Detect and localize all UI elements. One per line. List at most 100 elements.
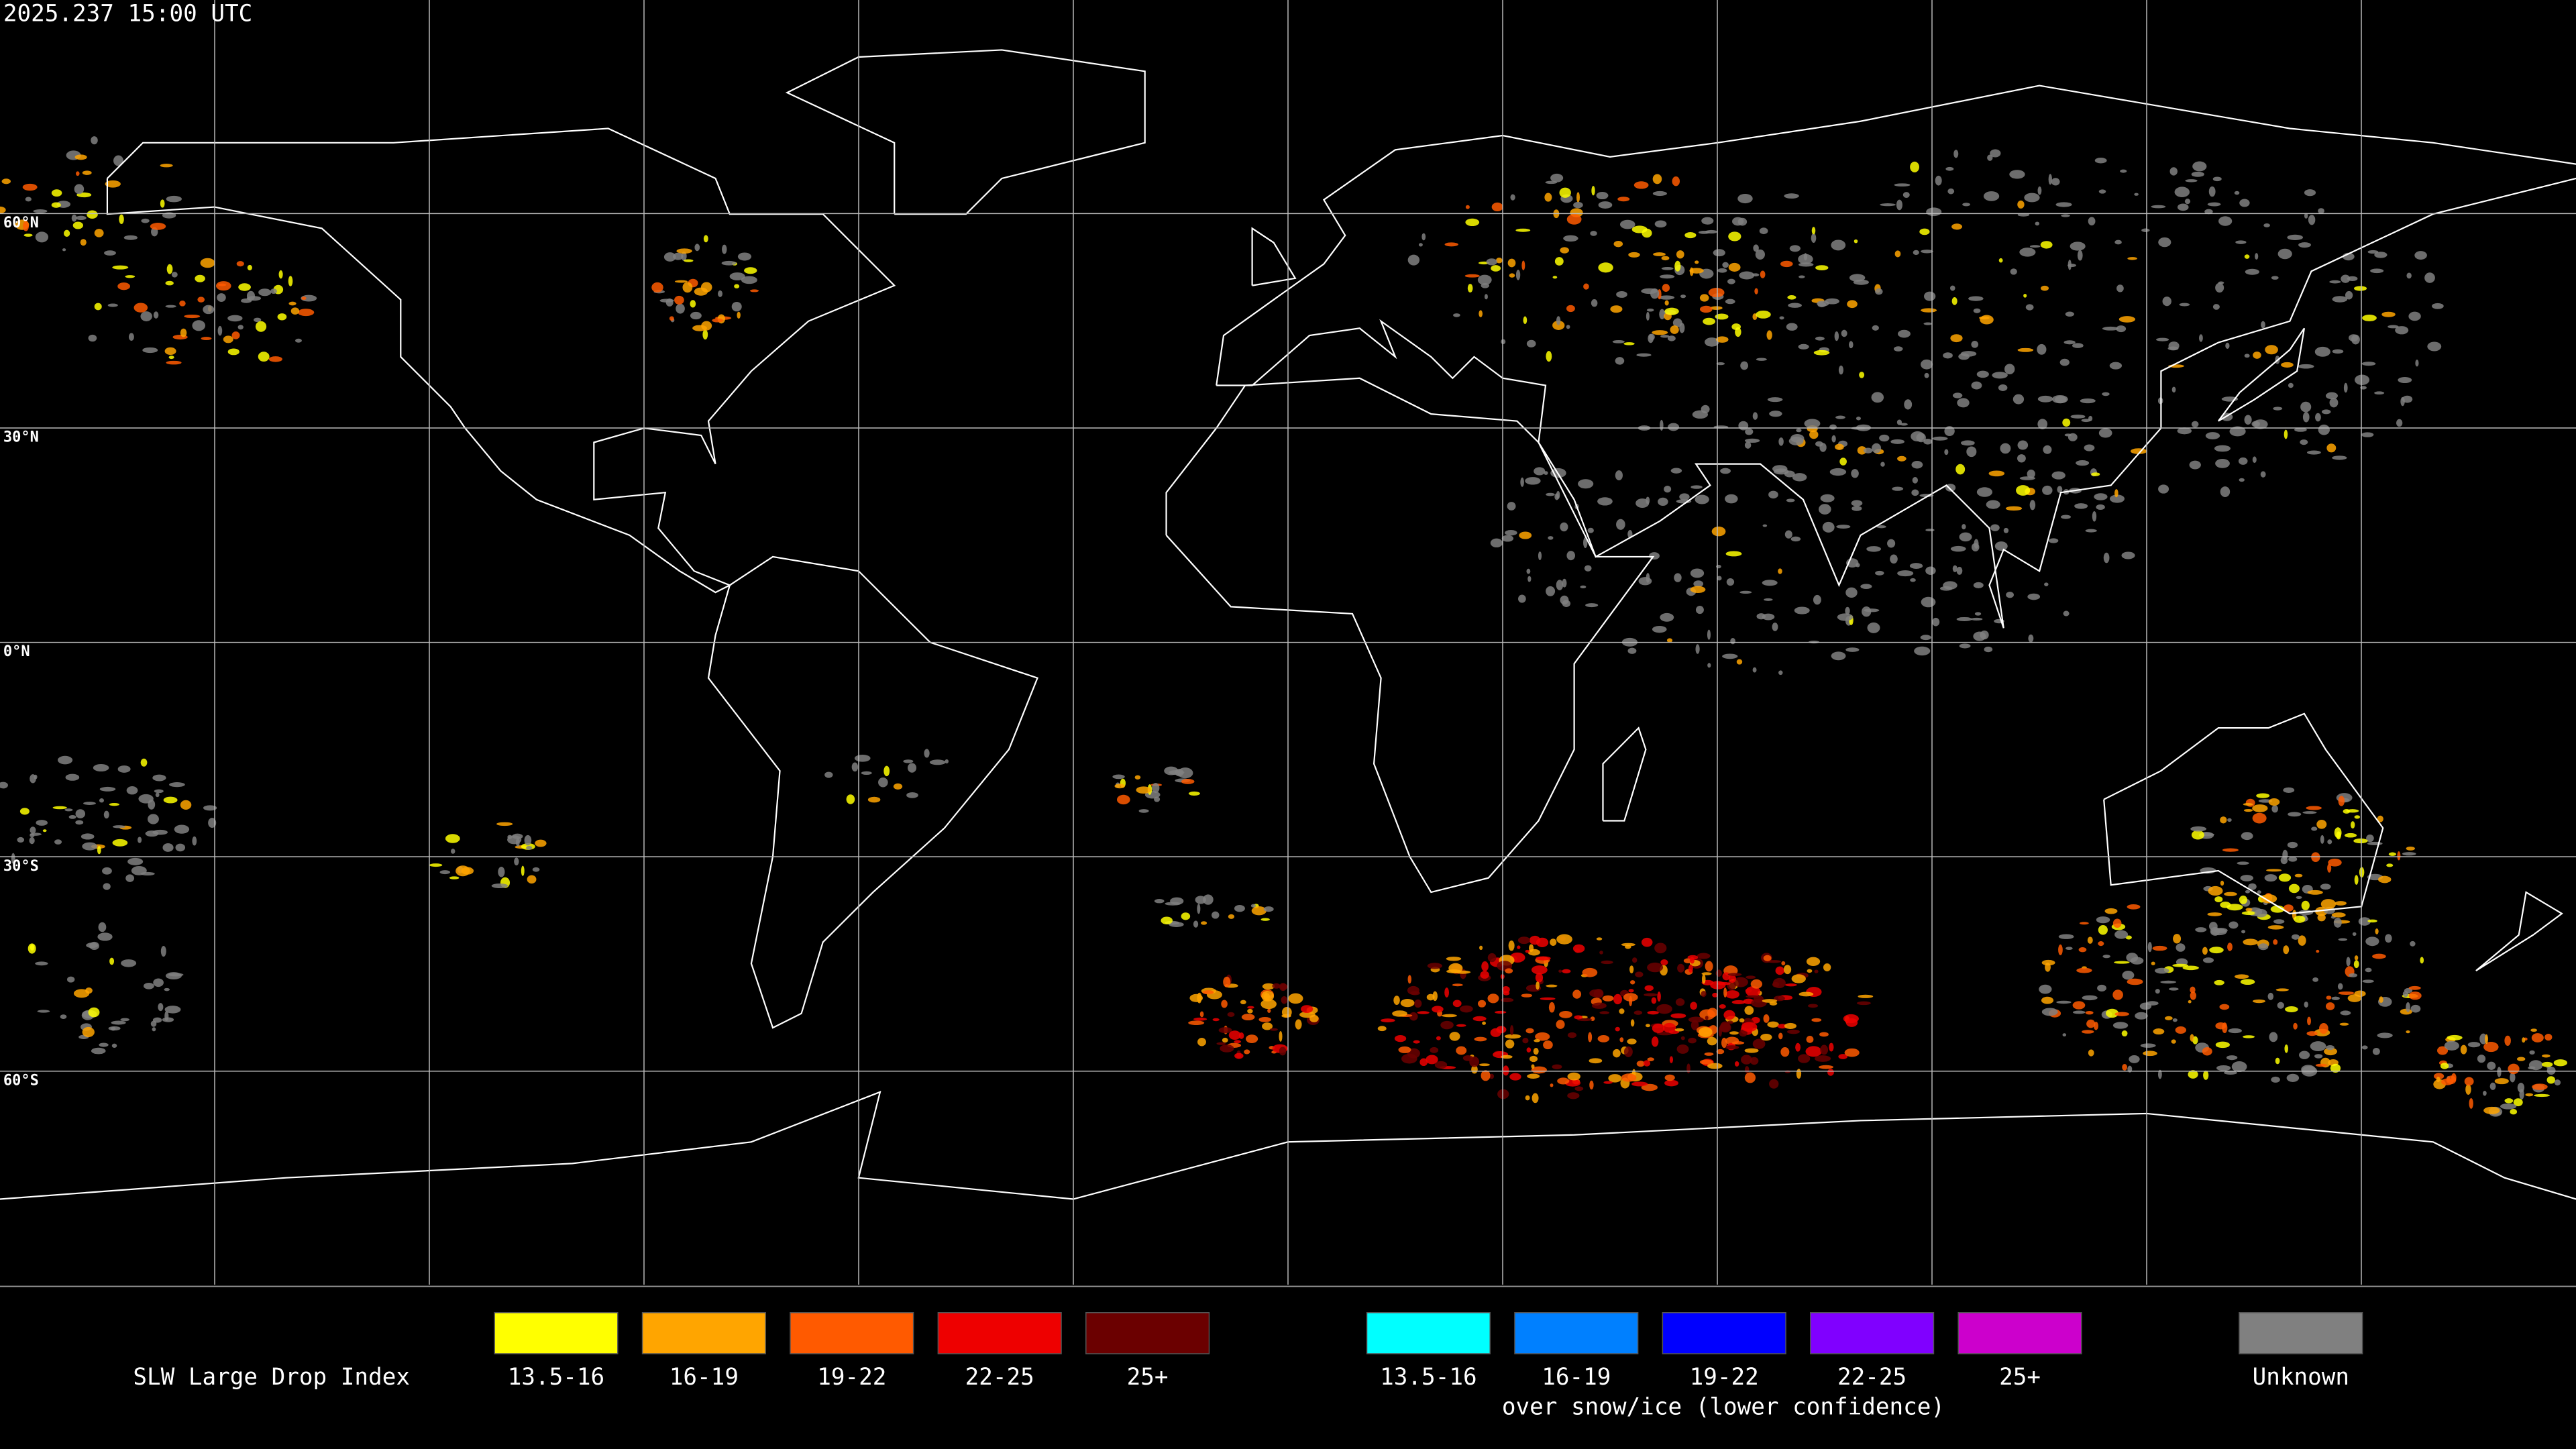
cloud-speck [1532, 1093, 1539, 1104]
cloud-speck [1990, 149, 2001, 158]
cloud-speck [180, 800, 192, 810]
cloud-speck [1875, 288, 1883, 295]
cloud-speck [141, 218, 150, 223]
cloud-speck [65, 773, 80, 781]
coastline [2103, 712, 2384, 915]
cloud-speck [1778, 670, 1783, 676]
cloud-speck [1923, 439, 1933, 445]
cloud-speck [1487, 994, 1499, 1004]
cloud-speck [168, 356, 174, 360]
cloud-speck [1440, 1020, 1454, 1030]
cloud-speck [1831, 651, 1846, 661]
cloud-speck [2224, 1071, 2237, 1075]
cloud-speck [36, 820, 48, 826]
cloud-speck [2215, 1022, 2226, 1030]
cloud-speck [2055, 202, 2072, 207]
cloud-speck [1872, 325, 1879, 331]
cloud-speck [1583, 283, 1589, 290]
cloud-speck [160, 199, 165, 208]
cloud-speck [120, 1018, 129, 1022]
cloud-speck [1526, 1047, 1532, 1053]
cloud-speck [1227, 1012, 1235, 1017]
cloud-speck [1154, 796, 1161, 802]
cloud-speck [1768, 490, 1778, 499]
cloud-speck [2406, 1002, 2410, 1012]
cloud-speck [2291, 934, 2300, 940]
cloud-speck [1638, 577, 1652, 586]
cloud-speck [1692, 410, 1709, 419]
cloud-speck [1562, 600, 1571, 607]
cloud-speck [1151, 783, 1160, 794]
cloud-speck [179, 300, 186, 307]
cloud-speck [1647, 1010, 1659, 1015]
cloud-speck [1661, 266, 1674, 270]
cloud-speck [1203, 894, 1214, 905]
cloud-speck [2379, 996, 2383, 1004]
cloud-speck [2337, 983, 2343, 990]
cloud-speck [1295, 1019, 1302, 1030]
cloud-speck [1, 178, 11, 184]
cloud-speck [1835, 443, 1844, 450]
cloud-speck [1585, 603, 1599, 608]
legend-label: Unknown [2253, 1364, 2349, 1391]
cloud-speck [1837, 613, 1854, 621]
cloud-speck [2098, 941, 2104, 947]
cloud-speck [1764, 598, 1773, 601]
cloud-speck [1712, 992, 1718, 998]
cloud-speck [1772, 465, 1788, 473]
cloud-speck [1627, 1038, 1637, 1044]
cloud-speck [2264, 874, 2277, 882]
coastline [1165, 377, 1655, 894]
cloud-speck [1460, 1005, 1473, 1013]
cloud-speck [2300, 401, 2312, 413]
cloud-speck [1552, 320, 1565, 330]
cloud-speck [1896, 199, 1902, 211]
cloud-speck [2275, 1057, 2280, 1065]
cloud-speck [99, 798, 105, 803]
cloud-speck [1501, 998, 1514, 1002]
cloud-speck [1477, 274, 1492, 285]
cloud-speck [1613, 241, 1623, 248]
cloud-speck [2004, 364, 2015, 375]
legend-swatch [494, 1312, 619, 1354]
cloud-speck [2016, 485, 2031, 496]
cloud-speck [2320, 835, 2324, 844]
cloud-speck [1813, 594, 1821, 605]
cloud-speck [2361, 362, 2376, 366]
cloud-speck [1894, 250, 1901, 258]
cloud-speck [867, 796, 881, 803]
cloud-speck [2169, 167, 2178, 176]
cloud-speck [2261, 321, 2265, 329]
cloud-speck [126, 786, 138, 795]
cloud-speck [2270, 905, 2285, 913]
cloud-speck [1943, 352, 1953, 359]
cloud-speck [0, 206, 6, 214]
cloud-speck [1796, 1069, 1802, 1079]
cloud-speck [2041, 1008, 2058, 1016]
cloud-speck [1556, 316, 1561, 325]
cloud-speck [2072, 1010, 2086, 1014]
cloud-speck [2112, 918, 2122, 928]
cloud-speck [1672, 176, 1680, 186]
cloud-speck [1527, 576, 1532, 582]
cloud-speck [2151, 961, 2155, 965]
cloud-speck [2306, 450, 2321, 455]
cloud-speck [1741, 1055, 1752, 1065]
cloud-speck [1831, 239, 1846, 251]
cloud-speck [2341, 274, 2351, 283]
cloud-speck [1716, 1049, 1725, 1055]
cloud-speck [2114, 489, 2118, 498]
latitude-label: 60°N [3, 215, 39, 231]
cloud-speck [1421, 233, 1426, 241]
cloud-speck [1436, 1036, 1441, 1040]
cloud-speck [29, 837, 35, 845]
cloud-speck [2266, 869, 2282, 872]
cloud-speck [2076, 967, 2092, 973]
cloud-speck [2079, 922, 2089, 925]
cloud-speck [237, 325, 244, 330]
cloud-speck [1924, 291, 1936, 301]
cloud-speck [2051, 178, 2060, 186]
cloud-speck [1719, 1004, 1726, 1009]
cloud-speck [2487, 1061, 2496, 1070]
cloud-speck [1780, 1047, 1790, 1057]
